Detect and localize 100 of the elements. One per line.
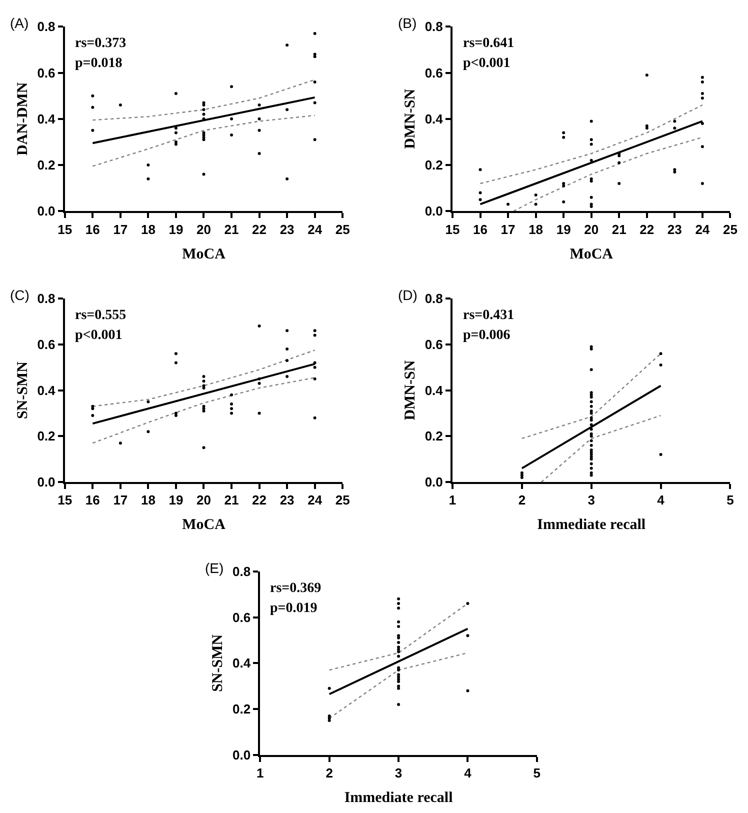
point [230, 412, 234, 415]
y-tick-label: 0.6 [424, 336, 443, 352]
chart-title: (D) [398, 287, 418, 303]
point [286, 329, 289, 332]
y-tick-label: 0.2 [37, 428, 56, 444]
point [286, 358, 289, 362]
x-tick-label: 17 [113, 222, 128, 237]
x-tick-label: 22 [252, 492, 267, 508]
annotation: rs=0.431 [463, 308, 514, 323]
point [174, 126, 178, 130]
y-tick-label: 0.2 [232, 702, 251, 717]
annotation: rs=0.555 [75, 308, 126, 323]
point [397, 702, 400, 706]
point [618, 152, 621, 155]
point [397, 597, 400, 600]
y-tick-label: 0.2 [37, 158, 56, 173]
point [590, 142, 593, 146]
point [478, 168, 482, 172]
x-tick-label: 16 [85, 222, 100, 237]
point [397, 634, 400, 638]
y-tick-label: 0.6 [37, 65, 56, 80]
point [466, 634, 470, 638]
point [174, 140, 178, 144]
point [590, 450, 593, 454]
point [590, 202, 593, 206]
point [397, 620, 400, 624]
point [174, 92, 178, 96]
point [313, 361, 316, 364]
y-tick-label: 0.4 [424, 111, 444, 126]
y-tick-label: 0.8 [37, 19, 56, 34]
point [202, 386, 206, 390]
point [590, 474, 593, 477]
line-series [92, 79, 316, 121]
point [590, 466, 593, 470]
x-tick-label: 20 [584, 222, 599, 237]
x-tick-label: 22 [252, 222, 267, 237]
point [397, 650, 400, 654]
y-axis-title: SN-SMN [210, 634, 226, 692]
point [118, 442, 122, 445]
x-tick-label: 2 [518, 492, 526, 508]
point [590, 462, 593, 466]
y-tick-label: 0.8 [37, 291, 56, 306]
x-tick-label: 23 [280, 492, 294, 508]
x-tick-label: 18 [528, 222, 544, 237]
annotation: p<0.001 [463, 56, 510, 71]
x-tick-label: 25 [335, 222, 350, 237]
point [645, 74, 648, 77]
x-tick-label: 2 [326, 766, 333, 781]
line-series [480, 104, 704, 184]
point [659, 352, 662, 356]
point [230, 117, 234, 120]
x-tick-label: 25 [335, 492, 350, 508]
point [397, 684, 400, 688]
point [590, 196, 593, 199]
x-tick-label: 22 [640, 222, 654, 237]
point [146, 430, 150, 434]
point [673, 120, 676, 123]
x-tick-label: 21 [224, 222, 239, 237]
point [590, 180, 593, 183]
point [645, 126, 648, 130]
point [700, 80, 704, 84]
point [313, 334, 316, 337]
point [590, 471, 593, 474]
point [202, 112, 206, 116]
y-axis-title: DMN-SN [402, 360, 419, 420]
point [590, 158, 593, 162]
point [286, 177, 289, 180]
point [91, 94, 94, 98]
point [146, 177, 150, 180]
point [174, 142, 178, 146]
point [618, 161, 621, 164]
chart-title: (E) [205, 560, 224, 576]
point [397, 648, 400, 651]
point [174, 131, 178, 134]
x-tick-label: 24 [308, 222, 323, 237]
point [397, 641, 400, 644]
point [313, 80, 316, 84]
point [397, 636, 400, 640]
point [286, 348, 289, 350]
x-axis-title: Immediate recall [537, 517, 646, 534]
point [590, 423, 593, 426]
x-tick-label: 25 [722, 222, 738, 237]
line-series [92, 377, 316, 444]
x-axis-title: MoCA [182, 517, 226, 534]
point [258, 412, 261, 415]
point [313, 32, 316, 36]
y-tick-label: 0.0 [424, 204, 443, 219]
point [313, 366, 316, 369]
line-series [92, 114, 316, 167]
point [313, 55, 316, 58]
y-tick-label: 0.4 [37, 382, 56, 398]
point [590, 434, 593, 438]
annotation: p=0.019 [270, 601, 318, 616]
point [590, 120, 593, 123]
point [397, 646, 400, 649]
point [562, 131, 566, 134]
x-tick-label: 15 [58, 222, 72, 237]
y-tick-label: 0.6 [424, 65, 443, 80]
point [590, 138, 593, 142]
point [506, 202, 510, 206]
